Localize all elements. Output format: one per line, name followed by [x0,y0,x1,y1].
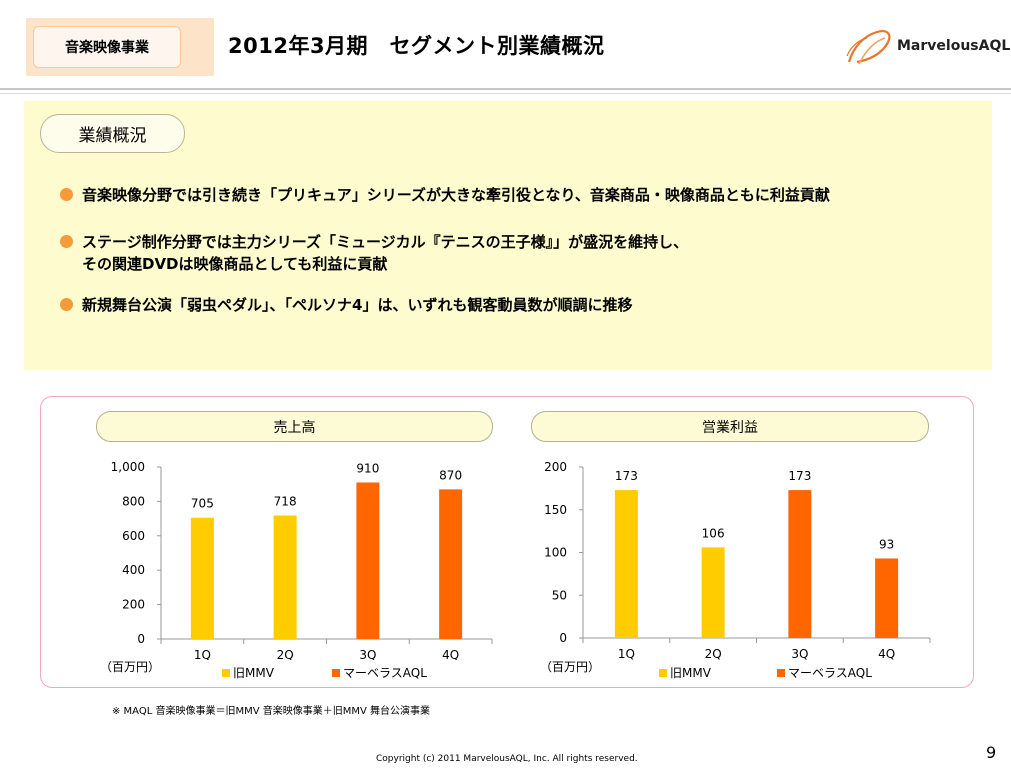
profit-unit-label: （百万円） [540,660,601,674]
segment-label: 音楽映像事業 [33,26,181,68]
sales-data-label-1Q: 705 [191,497,214,511]
profit-bar-chart: 0 50 100 150 200 173 1Q 106 2Q 173 3Q 93 4Q [544,460,931,660]
profit-bar-4Q [875,558,899,638]
sales-bar-1Q [190,517,214,639]
sales-legend-marvelous-aql: マーベラスAQL [332,664,427,681]
profit-bar-1Q [614,490,638,638]
bullet-item-2: ステージ制作分野では主力シリーズ「ミュージカル『テニスの王子様』」が盛況を維持し… [60,231,688,275]
sales-bar-2Q [273,515,297,639]
sales-x-tick-label-2Q: 2Q [277,648,294,660]
footnote: ※ MAQL 音楽映像事業＝旧MMV 音楽映像事業＋旧MMV 舞台公演事業 [112,706,431,717]
sales-bar-4Q [439,489,463,639]
profit-x-tick-label-1Q: 1Q [618,647,635,660]
sales-data-label-3Q: 910 [356,461,379,475]
profit-data-label-4Q: 93 [879,537,894,551]
legend-swatch [659,669,667,677]
sales-y-tick-label: 200 [122,598,145,612]
sales-data-label-2Q: 718 [274,495,297,509]
sales-legend-old-mmv: 旧MMV [222,664,274,681]
header-divider [0,88,1011,90]
sales-y-tick-label: 400 [122,563,145,577]
charts-panel [40,396,974,688]
copyright: Copyright (c) 2011 MarvelousAQL, Inc. Al… [376,754,638,764]
profit-x-tick-label-3Q: 3Q [791,647,808,660]
profit-chart-title: 営業利益 [531,411,929,442]
profit-y-tick-label: 0 [559,631,567,645]
profit-bar-2Q [701,547,725,638]
profit-legend-old-mmv: 旧MMV [659,664,711,681]
sales-y-tick-label: 1,000 [111,460,145,474]
header-divider-thin [0,93,1011,94]
sales-data-label-4Q: 870 [439,468,462,482]
profit-y-tick-label: 200 [544,460,567,474]
bullet-dot-icon [60,298,73,311]
sales-y-tick-label: 800 [122,494,145,508]
summary-panel [24,101,992,370]
legend-swatch [777,669,785,677]
page-number: 9 [986,743,997,762]
profit-data-label-3Q: 173 [788,469,811,483]
profit-legend-marvelous-aql: マーベラスAQL [777,664,872,681]
page-title: 2012年3月期 セグメント別業績概況 [228,34,605,58]
sales-bar-chart: 0 200 400 600 800 1,000 705 1Q 718 2Q 910 3Q 870 4Q [111,460,493,660]
sales-x-tick-label-1Q: 1Q [194,648,211,660]
sales-chart-title: 売上高 [96,411,493,442]
sales-y-tick-label: 600 [122,529,145,543]
bullet-item-1: 音楽映像分野では引き続き「プリキュア」シリーズが大きな牽引役となり、音楽商品・映… [60,184,830,206]
sales-unit-label: （百万円） [100,660,161,674]
sales-x-tick-label-4Q: 4Q [442,648,459,660]
logo-swirl-icon [846,30,891,65]
bullet-item-3: 新規舞台公演「弱虫ペダル」、「ペルソナ4」は、いずれも観客動員数が順調に推移 [60,294,632,316]
profit-y-tick-label: 100 [544,546,567,560]
summary-label: 業績概況 [40,114,185,153]
bullet-dot-icon [60,235,73,248]
logo-text: MarvelousAQL [897,38,1011,54]
profit-y-tick-label: 150 [544,503,567,517]
profit-x-tick-label-4Q: 4Q [878,647,895,660]
sales-bar-3Q [356,482,380,639]
sales-y-tick-label: 0 [137,632,145,646]
sales-x-tick-label-3Q: 3Q [359,648,376,660]
profit-data-label-2Q: 106 [702,526,725,540]
profit-x-tick-label-2Q: 2Q [705,647,722,660]
legend-swatch [332,669,340,677]
profit-y-tick-label: 50 [552,588,567,602]
legend-swatch [222,669,230,677]
profit-data-label-1Q: 173 [615,469,638,483]
profit-bar-3Q [788,490,812,638]
bullet-dot-icon [60,188,73,201]
